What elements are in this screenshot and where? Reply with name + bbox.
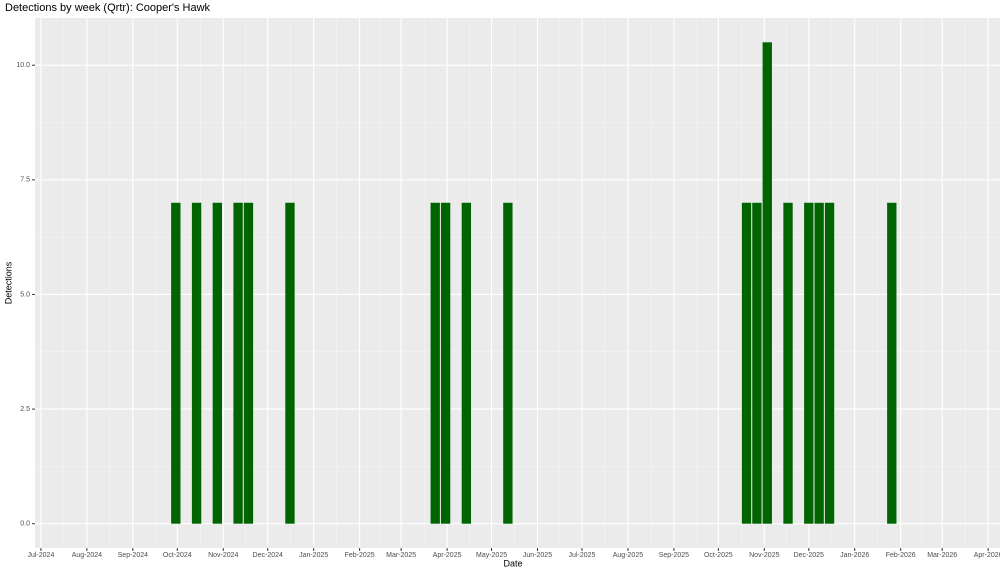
bar <box>440 202 451 524</box>
bar <box>212 202 222 524</box>
bar <box>762 42 772 524</box>
y-tick-label: 0.0 <box>20 521 30 528</box>
bar <box>887 202 897 524</box>
x-tick-label: Jan-2025 <box>299 552 328 559</box>
bar <box>171 202 181 524</box>
x-tick-label: Feb-2025 <box>345 552 375 559</box>
bar <box>804 202 814 524</box>
x-tick-label: Apr-2026 <box>974 552 1000 559</box>
x-tick-label: May-2025 <box>476 552 507 559</box>
bar <box>461 202 472 524</box>
x-tick-label: Apr-2025 <box>433 552 462 559</box>
bar <box>783 202 793 524</box>
y-tick-label: 2.5 <box>20 406 30 413</box>
bar <box>430 202 440 524</box>
x-tick-label: Jul-2024 <box>27 552 54 559</box>
y-axis-label: Detections <box>3 261 13 304</box>
chart-title: Detections by week (Qrtr): Cooper's Hawk <box>5 2 211 14</box>
bar <box>243 202 254 524</box>
x-tick-label: Jun-2025 <box>523 552 552 559</box>
bar <box>285 202 295 524</box>
bar <box>741 202 752 524</box>
x-tick-label: Nov-2024 <box>208 552 238 559</box>
x-axis-label: Date <box>503 558 522 568</box>
x-tick-label: Feb-2026 <box>886 552 916 559</box>
x-tick-label: Sep-2024 <box>118 552 148 559</box>
x-tick-label: Dec-2025 <box>794 552 824 559</box>
x-tick-label: Oct-2024 <box>163 552 192 559</box>
y-tick-label: 5.0 <box>20 291 30 298</box>
y-tick-label: 10.0 <box>16 62 30 69</box>
x-tick-label: Sep-2025 <box>659 552 689 559</box>
x-tick-label: Dec-2024 <box>253 552 283 559</box>
y-tick-label: 7.5 <box>20 177 30 184</box>
bar <box>233 202 243 524</box>
bar <box>752 202 762 524</box>
x-tick-label: Mar-2026 <box>927 552 957 559</box>
bar <box>191 202 202 524</box>
x-tick-label: Nov-2025 <box>749 552 779 559</box>
x-tick-label: Aug-2025 <box>613 552 643 559</box>
x-tick-label: Oct-2025 <box>704 552 733 559</box>
x-tick-label: Jan-2026 <box>840 552 869 559</box>
x-tick-label: Aug-2024 <box>72 552 102 559</box>
bar <box>503 202 513 524</box>
bar <box>824 202 835 524</box>
x-tick-label: Jul-2025 <box>569 552 596 559</box>
x-tick-label: Mar-2025 <box>386 552 416 559</box>
bar <box>814 202 824 524</box>
